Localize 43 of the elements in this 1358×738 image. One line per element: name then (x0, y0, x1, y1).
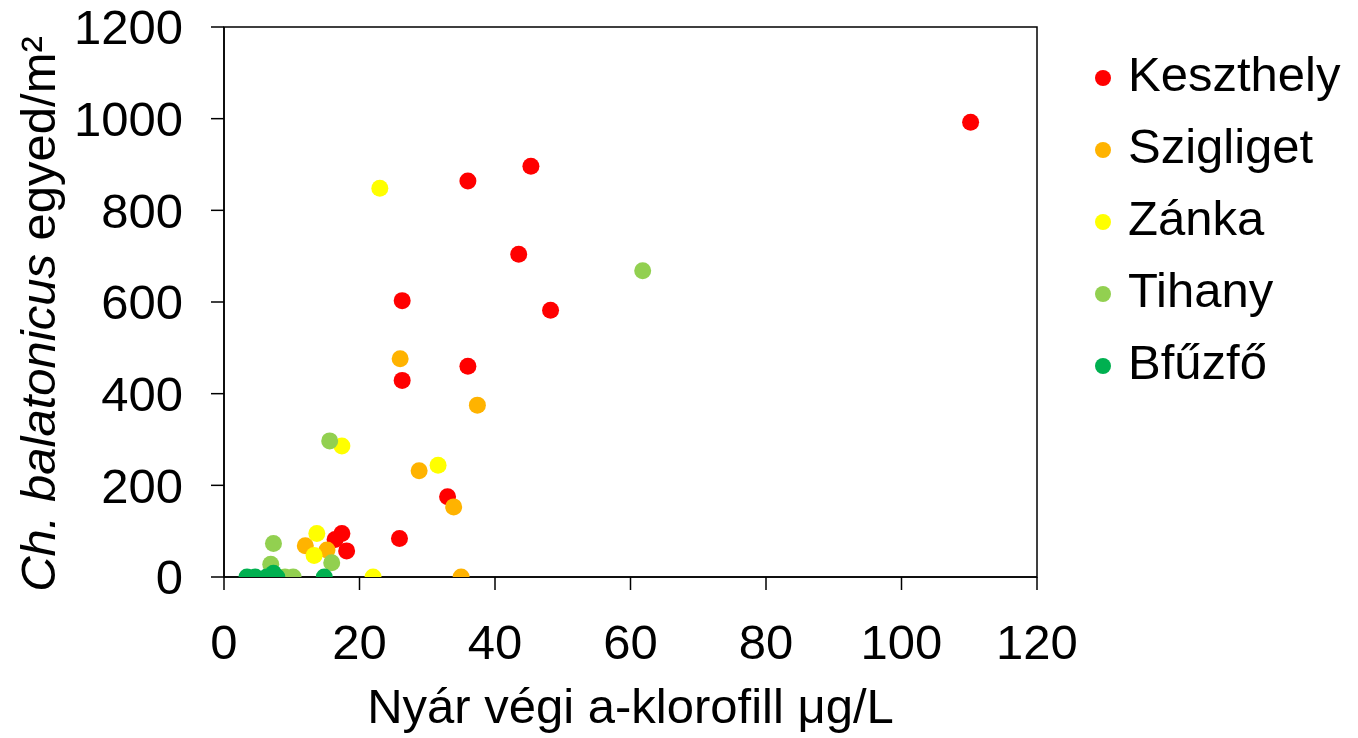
legend-label: Bfűzfő (1127, 335, 1267, 389)
legend-label: Tihany (1127, 263, 1274, 317)
y-tick-label: 400 (101, 367, 183, 422)
x-tick-label: 0 (210, 614, 238, 669)
point (321, 432, 339, 450)
point (305, 546, 323, 564)
point (410, 462, 428, 480)
y-axis-title: Ch. balatonicus egyed/m² (11, 36, 65, 592)
point (393, 371, 411, 389)
point (962, 113, 980, 131)
point (522, 157, 540, 175)
point (429, 456, 447, 474)
point (264, 535, 282, 553)
y-tick-label: 800 (101, 183, 183, 238)
x-tick-label: 20 (332, 614, 387, 669)
point (371, 179, 389, 197)
point (338, 542, 356, 560)
point (445, 498, 463, 516)
point (510, 245, 528, 263)
y-tick-label: 1200 (73, 0, 183, 55)
y-tick-label: 1000 (73, 92, 183, 147)
y-tick-label: 200 (101, 458, 183, 513)
x-tick-label: 60 (603, 614, 658, 669)
point (634, 262, 652, 280)
x-tick-label: 100 (860, 614, 943, 669)
x-axis-title: Nyár végi a-klorofill μg/L (367, 679, 894, 733)
x-tick-label: 40 (467, 614, 523, 669)
point (459, 357, 477, 375)
point (393, 292, 411, 310)
point (542, 301, 560, 319)
point (391, 350, 409, 368)
point (323, 554, 341, 572)
y-tick-label: 0 (155, 550, 183, 605)
point (308, 524, 326, 542)
legend-label: Szigliget (1127, 119, 1314, 173)
point (459, 172, 477, 190)
point (468, 396, 486, 414)
x-tick-label: 120 (996, 614, 1078, 669)
legend-label: Keszthely (1127, 47, 1341, 101)
x-tick-label: 80 (738, 614, 794, 669)
y-tick-label: 600 (101, 275, 183, 330)
legend-label: Zánka (1127, 191, 1265, 245)
point (390, 530, 408, 547)
